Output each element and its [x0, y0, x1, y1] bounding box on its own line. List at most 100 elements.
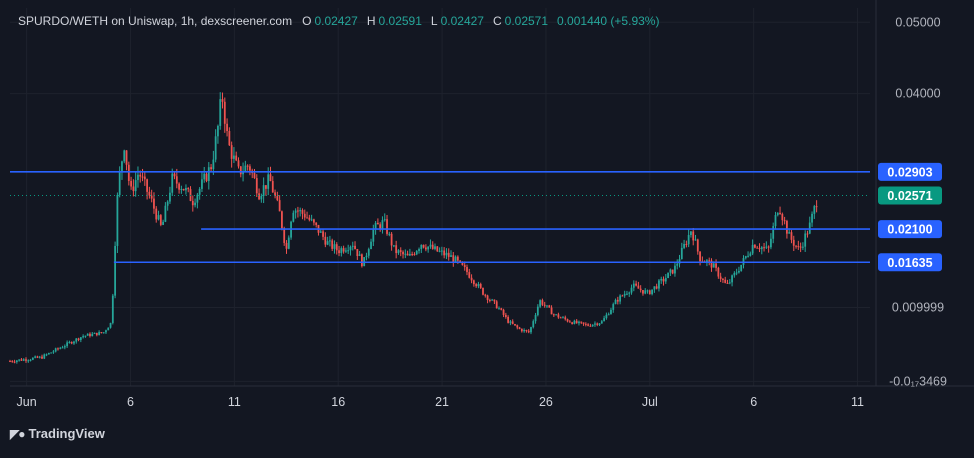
candle-body: [258, 193, 260, 200]
candle-body: [591, 324, 594, 327]
candle-body: [162, 221, 164, 225]
candle-body: [603, 318, 606, 322]
candle-body: [322, 231, 324, 237]
candle-body: [351, 245, 354, 247]
price-tick-label: 0.009999: [892, 301, 944, 315]
candle-body: [498, 308, 500, 310]
candle-body: [658, 280, 660, 289]
candle-body: [100, 332, 103, 334]
candle-body: [159, 215, 162, 225]
candle-body: [493, 299, 496, 302]
candle-body: [27, 360, 30, 362]
candle-body: [214, 136, 217, 160]
candle-body: [772, 226, 775, 239]
candle-body: [475, 284, 478, 287]
candle-body: [541, 300, 544, 305]
tradingview-logo[interactable]: ◤● TradingView: [10, 426, 105, 441]
candle-body: [610, 309, 612, 315]
candle-body: [219, 99, 222, 126]
candle-body: [82, 336, 85, 338]
candle-body: [797, 246, 800, 248]
candle-body: [276, 196, 279, 201]
candle-body: [596, 323, 599, 325]
candle-body: [790, 232, 793, 240]
candle-body: [262, 185, 265, 197]
candle-body: [134, 180, 137, 192]
candle-body: [559, 317, 562, 319]
candle-body: [228, 131, 231, 146]
candle-body: [390, 233, 393, 246]
candle-body: [532, 321, 535, 328]
candle-body: [237, 160, 240, 167]
candle-body: [637, 285, 640, 289]
candle-body: [514, 323, 516, 326]
candle-body: [374, 222, 377, 230]
time-tick-label: 11: [851, 395, 864, 409]
candle-body: [137, 174, 139, 181]
candle-body: [566, 319, 569, 322]
candle-body: [356, 249, 359, 257]
candle-body: [440, 250, 443, 252]
candle-body: [486, 295, 489, 300]
candle-body: [751, 244, 754, 254]
grid-lines: [10, 8, 870, 386]
candle-body: [146, 179, 149, 192]
candle-body: [178, 183, 180, 190]
current-price-label: 0.02571: [887, 189, 932, 203]
candle-body: [749, 253, 752, 256]
candle-body: [404, 253, 407, 255]
candle-body: [619, 295, 622, 302]
candle-body: [653, 286, 656, 290]
price-level-label: 0.01635: [887, 256, 932, 270]
candle-body: [495, 301, 498, 309]
candle-body: [324, 236, 327, 245]
candle-body: [269, 174, 272, 182]
candle-body: [674, 265, 676, 274]
candle-body: [740, 264, 743, 271]
candle-body: [281, 211, 283, 229]
candle-body: [344, 250, 347, 252]
candle-body: [667, 272, 669, 279]
candle-body: [712, 263, 715, 268]
candle-body: [518, 327, 521, 329]
price-level-label-bg: [878, 162, 942, 181]
candle-body: [43, 354, 46, 359]
candle-body: [408, 253, 411, 256]
candle-body: [628, 292, 631, 294]
candle-body: [102, 332, 105, 334]
candle-body: [342, 248, 345, 252]
candle-body: [760, 247, 763, 250]
candle-body: [301, 210, 304, 214]
candle-body: [253, 173, 256, 179]
candle-body: [358, 254, 361, 257]
candle-body: [612, 304, 615, 310]
candle-body: [418, 249, 420, 251]
tradingview-logo-text: TradingView: [28, 426, 105, 441]
candle-body: [527, 330, 530, 333]
candle-body: [175, 176, 178, 184]
candle-body: [105, 330, 107, 333]
candle-body: [646, 290, 649, 292]
candle-body: [308, 217, 311, 220]
candle-body: [584, 323, 587, 325]
candle-body: [372, 229, 375, 242]
candle-body: [173, 173, 176, 177]
chart-legend: SPURDO/WETH on Uniswap, 1h, dexscreener.…: [18, 14, 668, 28]
candle-body: [63, 346, 66, 348]
price-tick-label: -0.0₁₇3469: [889, 374, 947, 388]
price-level-label-bg: [878, 220, 942, 239]
candle-body: [68, 342, 71, 344]
candle-body: [438, 250, 441, 252]
candle-body: [450, 255, 452, 257]
candle-body: [719, 276, 722, 279]
candle-body: [335, 244, 338, 251]
candle-body: [715, 263, 717, 268]
candle-body: [22, 359, 25, 361]
candles: [9, 92, 818, 364]
candle-body: [397, 250, 400, 254]
candle-body: [443, 250, 446, 256]
candle-body: [365, 255, 368, 258]
candle-body: [249, 166, 251, 171]
